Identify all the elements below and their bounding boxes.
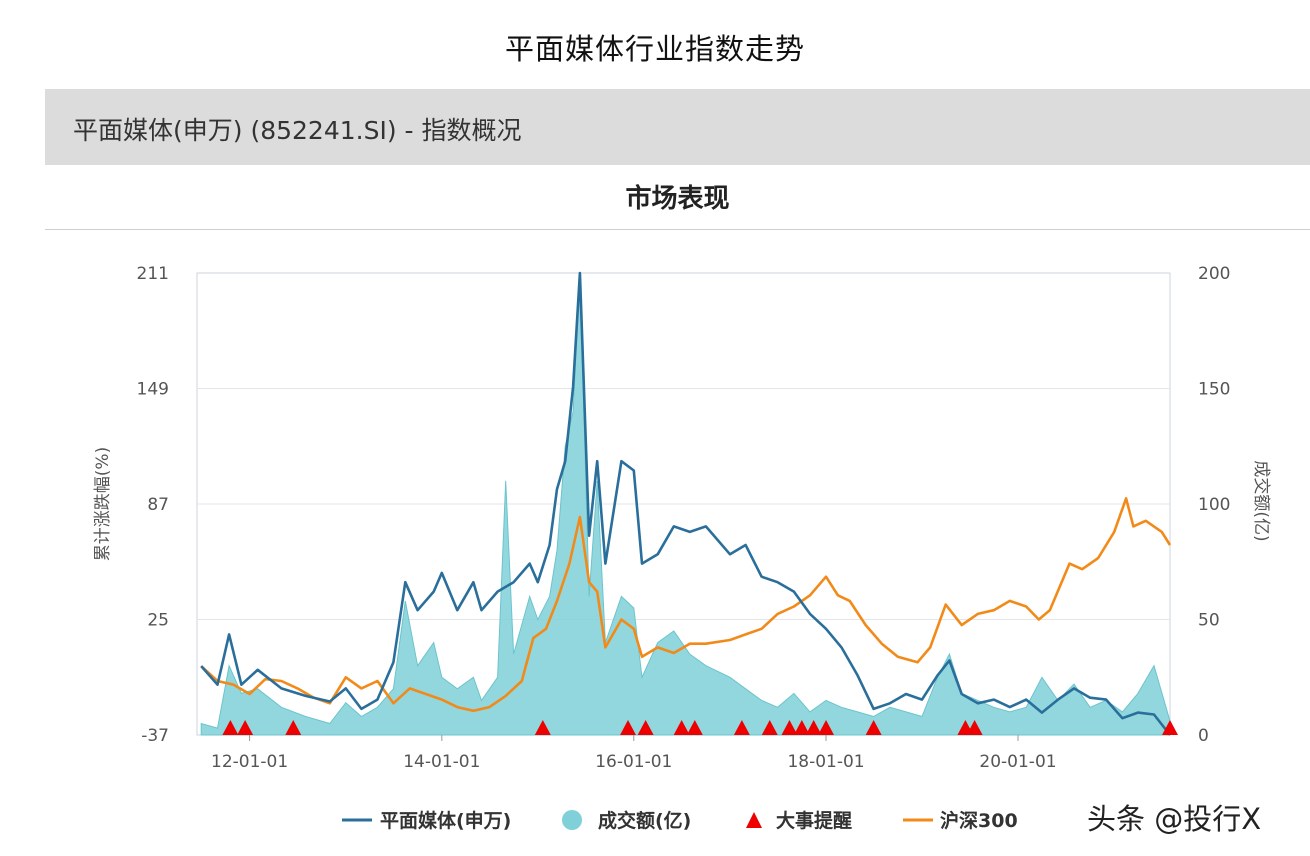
x-tick-label: 14-01-01 (403, 752, 480, 772)
event-marker (534, 720, 551, 735)
x-tick-label: 20-01-01 (979, 752, 1056, 772)
y-right-axis-label: 成交额(亿) (1251, 460, 1271, 541)
x-tick-label: 16-01-01 (595, 752, 672, 772)
x-tick-label: 12-01-01 (211, 752, 288, 772)
event-marker (637, 720, 654, 735)
legend-swatch-volume (562, 810, 582, 830)
event-marker (733, 720, 750, 735)
event-marker (818, 720, 835, 735)
legend-label-event: 大事提醒 (776, 809, 852, 832)
index-header-bar: 平面媒体(申万) (852241.SI) - 指数概况 (45, 89, 1310, 165)
event-marker (805, 720, 822, 735)
event-marker (673, 720, 690, 735)
hs300-line (200, 497, 1172, 713)
y-right-tick-label: 0 (1198, 726, 1209, 746)
legend-label-volume: 成交额(亿) (598, 809, 691, 832)
index-header-title: 平面媒体(申万) (852241.SI) - 指数概况 (73, 116, 522, 145)
legend-label-hs300: 沪深300 (940, 809, 1018, 832)
legend-swatch-event (746, 812, 762, 828)
y-right-tick-label: 150 (1198, 380, 1230, 400)
axes-layer: 211 149 87 25 -37 200 150 100 50 0 12-01-01 14-01-0… (93, 264, 1271, 772)
x-tick-label: 18-01-01 (787, 752, 864, 772)
legend-label-index: 平面媒体(申万) (380, 809, 511, 832)
section-title: 市场表现 (45, 166, 1310, 230)
y-left-tick-label: 87 (147, 495, 169, 515)
y-left-tick-label: 25 (147, 611, 169, 631)
event-marker (966, 720, 983, 735)
event-marker (237, 720, 254, 735)
event-marker (686, 720, 703, 735)
index-line (200, 271, 1172, 736)
chart-legend: 平面媒体(申万) 成交额(亿) 大事提醒 沪深300 (342, 809, 1018, 832)
event-marker (781, 720, 798, 735)
y-left-tick-label: 149 (137, 380, 169, 400)
page-title: 平面媒体行业指数走势 (504, 32, 805, 66)
y-right-tick-label: 200 (1198, 264, 1230, 284)
event-marker (865, 720, 882, 735)
event-marker (1162, 720, 1178, 735)
market-performance-title: 市场表现 (625, 184, 730, 214)
y-right-tick-label: 50 (1198, 611, 1220, 631)
y-left-tick-label: -37 (141, 726, 169, 746)
event-marker (285, 720, 302, 735)
event-marker (761, 720, 778, 735)
event-markers-layer (222, 720, 1178, 735)
line-series-layer (200, 271, 1172, 736)
event-marker (222, 720, 239, 735)
y-left-axis-label: 累计涨跌幅(%) (93, 447, 113, 561)
event-marker (793, 720, 810, 735)
watermark-text: 头条 @投行X (1087, 802, 1262, 836)
event-marker (620, 720, 637, 735)
y-left-tick-label: 211 (137, 264, 169, 284)
y-right-tick-label: 100 (1198, 495, 1230, 515)
